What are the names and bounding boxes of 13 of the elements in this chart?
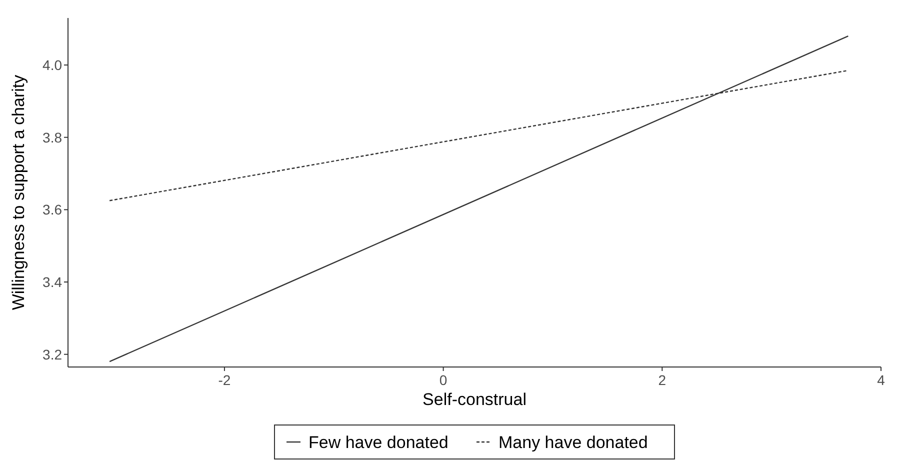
y-tick-label: 3.4 [42, 274, 62, 290]
x-tick-label: -2 [218, 372, 231, 388]
x-tick-label: 2 [658, 372, 666, 388]
y-axis-title: Willingness to support a charity [9, 74, 28, 310]
y-tick-label: 3.8 [42, 129, 62, 146]
y-tick-label: 4.0 [42, 57, 62, 74]
legend-label: Many have donated [498, 433, 648, 452]
legend-label: Few have donated [308, 433, 448, 452]
x-tick-label: 4 [877, 372, 886, 388]
x-tick-label: 0 [439, 372, 448, 388]
x-axis-title: Self-construal [422, 390, 526, 409]
y-tick-label: 3.6 [42, 202, 62, 218]
y-tick-label: 3.2 [42, 346, 62, 362]
